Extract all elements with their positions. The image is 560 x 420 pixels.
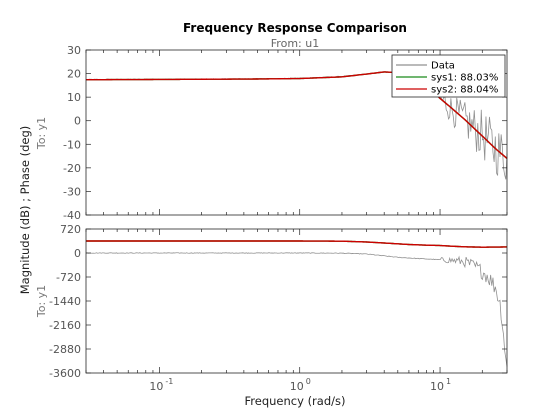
legend-box <box>391 54 506 98</box>
y-tick-label-phase: 0 <box>74 247 81 260</box>
tick-layer: 3020100-10-20-30-407200-720-1440-2160-28… <box>49 44 508 393</box>
y-tick-label-magnitude: -10 <box>63 138 81 151</box>
y-tick-label-magnitude: -20 <box>63 162 81 175</box>
y-tick-label-magnitude: 0 <box>74 115 81 128</box>
y-tick-label-phase: -2160 <box>49 319 81 332</box>
chart-subtitle: From: u1 <box>271 37 319 50</box>
y-tick-label-phase: -720 <box>56 271 81 284</box>
y-tick-label-phase: -1440 <box>49 295 81 308</box>
y-axis-label: Magnitude (dB) ; Phase (deg) <box>18 126 32 295</box>
row-label-magnitude: To: y1 <box>35 117 48 150</box>
y-tick-label-magnitude: -40 <box>63 209 81 222</box>
x-axis-label: Frequency (rad/s) <box>245 394 346 408</box>
x-tick-label: 10 <box>430 380 444 393</box>
row-label-phase: To: y1 <box>35 285 48 318</box>
chart-title: Frequency Response Comparison <box>183 21 407 35</box>
x-tick-exponent: -1 <box>165 377 173 386</box>
series-line-phase-sys2 <box>86 240 508 248</box>
series-layer <box>85 71 508 367</box>
y-tick-label-phase: -3600 <box>49 367 81 380</box>
y-tick-label-magnitude: -30 <box>63 185 81 198</box>
x-tick-exponent: 0 <box>306 377 311 386</box>
y-tick-label-magnitude: 10 <box>67 91 81 104</box>
y-tick-label-phase: -2880 <box>49 343 81 356</box>
magnitude-plot-frame <box>85 49 508 216</box>
x-tick-label: 10 <box>290 380 304 393</box>
y-tick-label-phase: 720 <box>60 223 81 236</box>
legend: Data sys1: 88.03% sys2: 88.04% <box>391 54 506 98</box>
legend-label-data: Data <box>431 61 455 72</box>
x-tick-label: 10 <box>149 380 163 393</box>
y-tick-label-magnitude: 20 <box>67 68 81 81</box>
legend-label-sys1: sys1: 88.03% <box>431 73 498 84</box>
series-line-phase-data <box>85 252 508 367</box>
y-tick-label-magnitude: 30 <box>67 44 81 57</box>
x-tick-exponent: 1 <box>446 377 451 386</box>
legend-label-sys2: sys2: 88.04% <box>431 85 498 96</box>
